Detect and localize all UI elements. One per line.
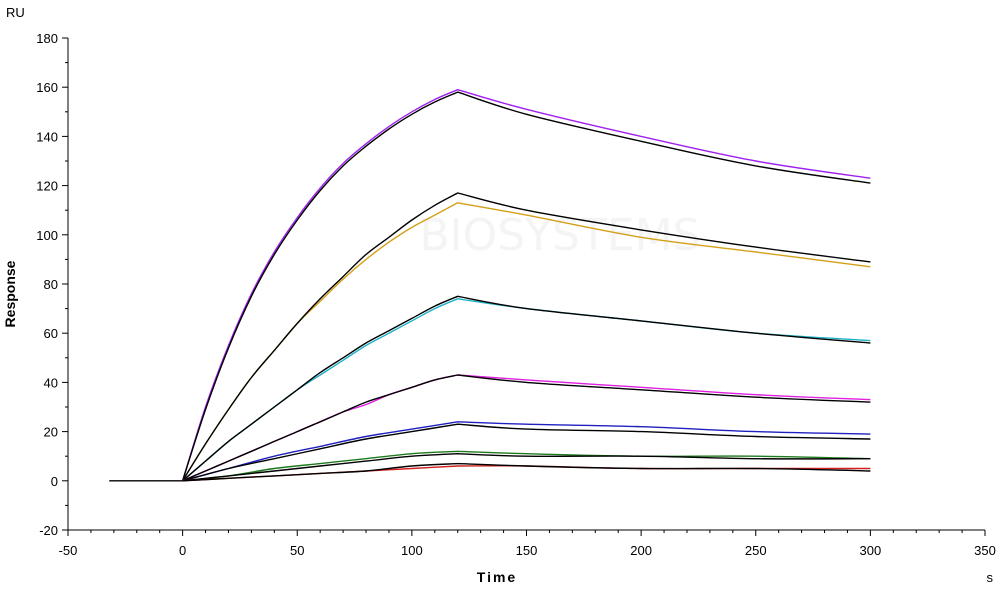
x-tick-label: 0 [179,543,186,558]
series-line-2 [181,91,871,482]
watermark: BIOSYSTEMS [419,210,700,261]
y-tick-label: 80 [44,277,58,292]
series-layer [109,89,871,482]
axes: -20 0 20 40 60 80 100 120 140 160 180 -50 0 50 100 150 2… [36,31,996,558]
y-tick-label: 180 [36,31,58,46]
series-line-10 [182,423,871,482]
y-tick-label: 60 [44,326,58,341]
series-line-1 [181,89,871,482]
x-tick-label: -50 [59,543,78,558]
x-unit-label: s [987,570,994,585]
x-tick-label: 200 [630,543,652,558]
y-tick-label: -20 [39,523,58,538]
y-tick-label: 140 [36,129,58,144]
y-tick-label: 0 [51,474,58,489]
series-line-8 [182,374,871,482]
y-tick-label: 100 [36,228,58,243]
series-line-12 [182,453,871,482]
x-tick-label: 100 [401,543,423,558]
series-line-4 [182,192,871,482]
y-tick-label: 40 [44,375,58,390]
watermark-text: BIOSYSTEMS [419,210,700,261]
x-tick-label: 350 [974,543,996,558]
series-line-7 [182,374,871,482]
x-tick-label: 250 [745,543,767,558]
y-tick-label: 120 [36,179,58,194]
y-unit-label: RU [6,5,25,20]
series-line-6 [182,295,871,482]
series-line-11 [182,450,871,482]
x-tick-label: 150 [516,543,538,558]
y-tick-label: 20 [44,425,58,440]
x-tick-label: 50 [290,543,304,558]
x-axis-title: Time [477,569,517,585]
series-line-14 [182,462,871,482]
y-tick-label: 160 [36,80,58,95]
y-axis-title: Response [2,260,18,327]
x-tick-label: 300 [860,543,882,558]
series-line-9 [182,421,871,482]
